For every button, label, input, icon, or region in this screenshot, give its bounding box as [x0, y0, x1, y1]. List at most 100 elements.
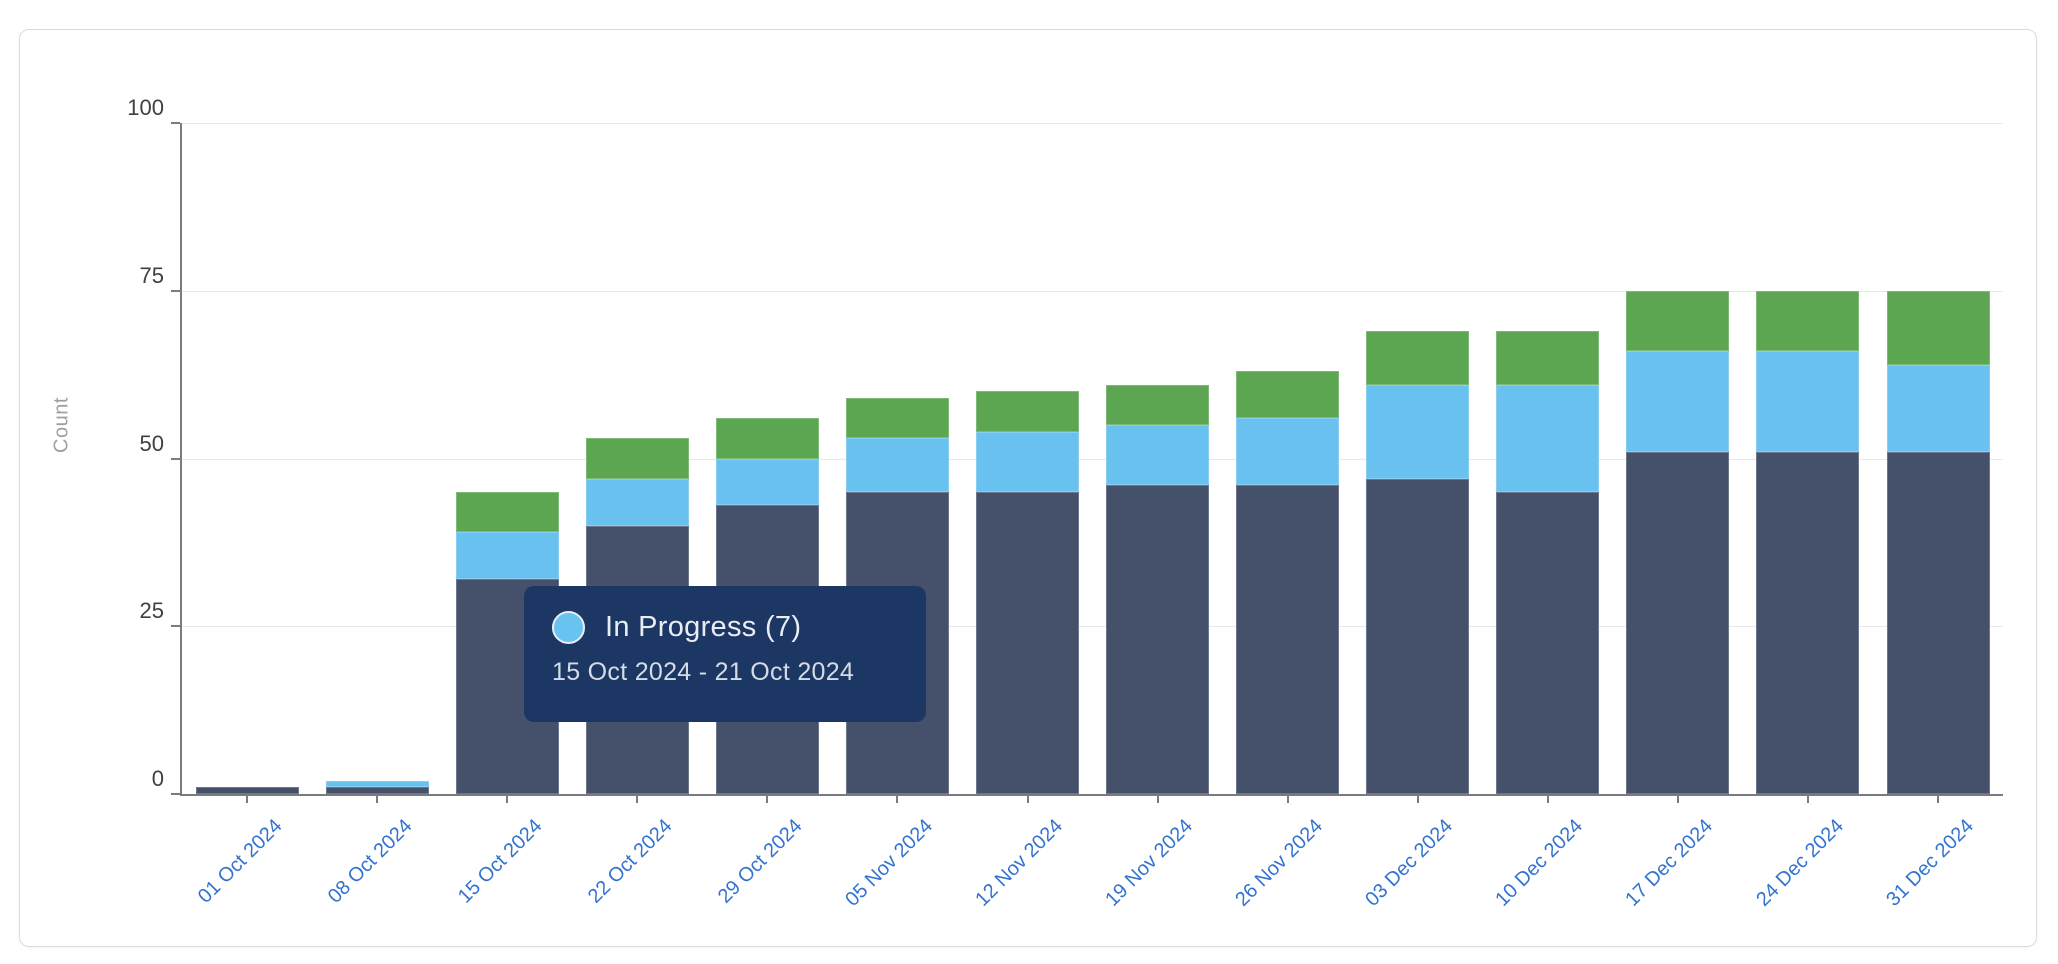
bar-segment-bottom[interactable]: [1886, 451, 1990, 794]
bar-segment-top[interactable]: [1756, 290, 1860, 352]
bar-segment-top[interactable]: [715, 418, 819, 459]
bar-group: 31 Dec 2024: [1873, 123, 2003, 911]
y-axis-title: Count: [50, 397, 73, 453]
x-axis-tick: [506, 794, 509, 803]
x-axis-tick: [1156, 794, 1159, 803]
bar-segment-middle[interactable]: [976, 431, 1079, 493]
y-axis-tick: [171, 289, 180, 292]
y-tick-label: 0: [151, 766, 164, 791]
x-tick-label: 22 Oct 2024: [584, 815, 677, 908]
bar-segment-top[interactable]: [1886, 290, 1990, 365]
x-axis-tick: [1546, 794, 1549, 803]
bar-segment-bottom[interactable]: [1756, 451, 1860, 794]
stacked-bar[interactable]: [1236, 371, 1340, 794]
bar-segment-bottom[interactable]: [1496, 492, 1600, 794]
y-tick-label: 25: [139, 598, 164, 624]
bar-segment-bottom[interactable]: [325, 787, 429, 794]
bar-segment-bottom[interactable]: [1366, 478, 1470, 794]
x-axis-tick: [896, 794, 899, 803]
bar-segment-middle[interactable]: [715, 458, 819, 506]
x-tick-label: 10 Dec 2024: [1491, 815, 1588, 911]
bar-group: 03 Dec 2024: [1353, 123, 1483, 911]
x-tick-label: 26 Nov 2024: [1231, 815, 1328, 911]
bar-segment-middle[interactable]: [1756, 351, 1860, 452]
x-tick-label: 24 Dec 2024: [1751, 815, 1848, 911]
bar-group: 10 Dec 2024: [1483, 123, 1613, 911]
tooltip-header: In Progress (7): [552, 611, 898, 644]
x-tick-label: 17 Dec 2024: [1621, 815, 1718, 911]
bar-segment-middle[interactable]: [1366, 384, 1470, 479]
bar-segment-top[interactable]: [1626, 290, 1730, 352]
x-tick-label: 29 Oct 2024: [714, 815, 807, 908]
stacked-bar[interactable]: [1366, 331, 1470, 794]
x-axis-tick: [246, 794, 249, 803]
tooltip-title: In Progress (7): [605, 611, 802, 643]
plot-area: 0 25 50 75 100 Count 01 Oct 2024 08 Oct 2024 1…: [51, 95, 2003, 911]
bar-segment-middle[interactable]: [1886, 364, 1990, 452]
gridline: [182, 626, 2003, 628]
bar-segment-top[interactable]: [1236, 371, 1340, 419]
y-axis-tick: [171, 122, 180, 124]
stacked-bar[interactable]: [976, 391, 1079, 794]
bar-segment-top[interactable]: [1496, 331, 1600, 385]
y-tick-label: 100: [127, 95, 164, 120]
bar-segment-top[interactable]: [1106, 384, 1210, 425]
bar-segment-middle[interactable]: [1626, 351, 1730, 452]
x-tick-label: 01 Oct 2024: [193, 815, 287, 908]
bar-group: 12 Nov 2024: [962, 123, 1092, 911]
bar-group: 08 Oct 2024: [312, 123, 442, 908]
gridline: [182, 458, 2003, 460]
x-axis-tick: [1937, 794, 1940, 803]
y-axis-tick: [171, 793, 180, 795]
x-tick-label: 15 Oct 2024: [454, 815, 547, 908]
bar-segment-middle[interactable]: [585, 478, 689, 526]
bar-segment-middle[interactable]: [1496, 384, 1600, 493]
bar-segment-bottom[interactable]: [195, 787, 299, 794]
bar-segment-middle[interactable]: [1106, 424, 1210, 486]
bar-segment-top[interactable]: [1366, 331, 1470, 385]
bar-group: 01 Oct 2024: [182, 123, 312, 908]
stacked-bar[interactable]: [325, 780, 429, 794]
bar-group: 19 Nov 2024: [1093, 123, 1223, 911]
x-tick-label: 08 Oct 2024: [324, 815, 417, 908]
x-axis-tick: [1416, 794, 1419, 803]
stacked-bar[interactable]: [1626, 290, 1730, 794]
x-axis-tick: [1676, 794, 1679, 803]
bar-segment-top[interactable]: [845, 398, 949, 439]
gridline: [182, 290, 2003, 292]
stacked-bar[interactable]: [195, 787, 299, 794]
stacked-bar[interactable]: [1756, 290, 1860, 794]
gridline: [182, 123, 2003, 124]
x-axis-line: [180, 794, 2003, 796]
bar-segment-top[interactable]: [976, 391, 1079, 432]
x-tick-label: 12 Nov 2024: [971, 815, 1068, 911]
x-axis-tick: [1806, 794, 1809, 803]
x-tick-label: 03 Dec 2024: [1361, 815, 1458, 911]
stacked-bar[interactable]: [1886, 290, 1990, 794]
y-tick-label: 50: [139, 430, 164, 456]
bar-segment-bottom[interactable]: [976, 492, 1079, 794]
stacked-bar[interactable]: [1106, 384, 1210, 794]
x-tick-label: 05 Nov 2024: [841, 815, 937, 911]
bar-segment-middle[interactable]: [1236, 418, 1340, 486]
y-axis-tick: [171, 457, 180, 460]
bar-group: 24 Dec 2024: [1743, 123, 1873, 911]
x-tick-label: 19 Nov 2024: [1101, 815, 1198, 911]
bar-group: 17 Dec 2024: [1613, 123, 1743, 911]
x-axis-tick: [766, 794, 769, 803]
bar-segment-middle[interactable]: [845, 438, 949, 493]
tooltip: In Progress (7) 15 Oct 2024 - 21 Oct 202…: [524, 586, 926, 722]
bar-segment-bottom[interactable]: [1236, 485, 1340, 794]
bar-segment-top[interactable]: [585, 438, 689, 479]
y-axis-line: [180, 123, 182, 794]
bar-groups: 01 Oct 2024 08 Oct 2024 15 Oct 2024 22 Oct …: [182, 123, 2003, 911]
stacked-bar[interactable]: [1496, 331, 1600, 794]
y-tick-label: 75: [139, 262, 164, 288]
bar-segment-top[interactable]: [455, 492, 559, 533]
bar-segment-middle[interactable]: [455, 532, 559, 580]
bar-segment-middle[interactable]: [325, 780, 429, 788]
bar-segment-bottom[interactable]: [1106, 485, 1210, 794]
series-marker-dot-icon: [552, 611, 585, 644]
bar-segment-bottom[interactable]: [1626, 451, 1730, 794]
x-tick-label: 31 Dec 2024: [1881, 815, 1978, 911]
